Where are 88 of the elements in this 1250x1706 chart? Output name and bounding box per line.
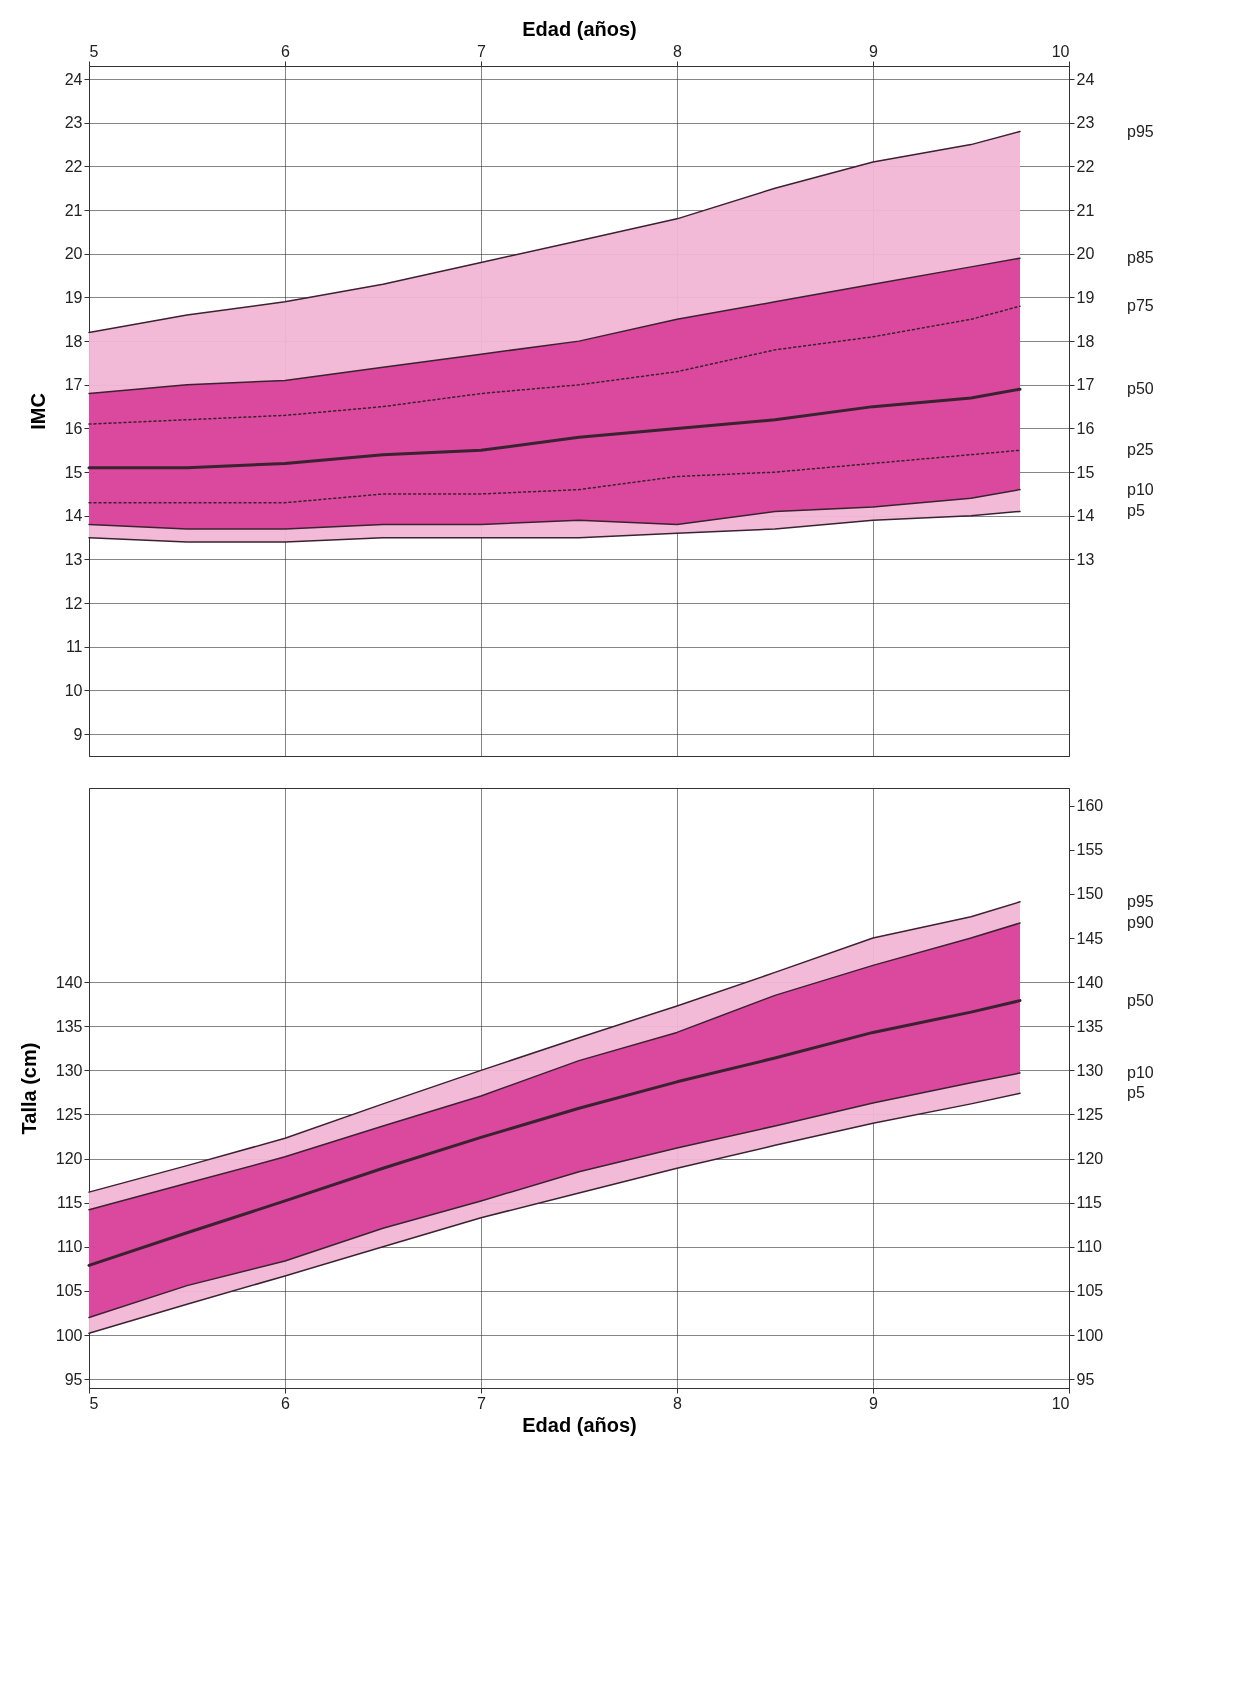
text: p10 bbox=[1127, 480, 1154, 498]
line-series bbox=[87, 387, 1022, 470]
text: p5 bbox=[1127, 502, 1145, 520]
y2-tick-label: 20 bbox=[1076, 245, 1095, 263]
y-tick-label: 12 bbox=[64, 594, 83, 612]
text: p10 bbox=[1127, 1064, 1154, 1081]
y-tick-label: 24 bbox=[64, 70, 83, 88]
y2-tick-label: 16 bbox=[1076, 419, 1095, 437]
y-axis-title: Talla (cm) bbox=[17, 1042, 40, 1135]
x-tick-label: 6 bbox=[281, 1394, 291, 1412]
text: p95 bbox=[1127, 892, 1154, 910]
y2-tick-label: 14 bbox=[1076, 507, 1095, 525]
y2-tick-label: 17 bbox=[1076, 376, 1095, 394]
x-tick-label: 10 bbox=[1051, 1394, 1070, 1412]
y2-tick-label: 95 bbox=[1076, 1370, 1095, 1388]
y-tick-label: 100 bbox=[55, 1326, 83, 1344]
y-tick-label: 9 bbox=[73, 725, 83, 743]
line-series bbox=[88, 510, 1021, 543]
x2-tick-label: 7 bbox=[477, 42, 487, 60]
y-tick-label: 95 bbox=[64, 1370, 83, 1388]
y2-tick-label: 160 bbox=[1076, 797, 1104, 815]
y2-tick-label: 13 bbox=[1076, 550, 1095, 568]
line-series bbox=[88, 257, 1021, 395]
line-series bbox=[87, 999, 1022, 1267]
x2-tick-label: 8 bbox=[673, 42, 683, 60]
line-series bbox=[88, 449, 1021, 504]
y-tick-label: 20 bbox=[64, 245, 83, 263]
text: p75 bbox=[1127, 297, 1154, 315]
x-tick-label: 7 bbox=[477, 1394, 487, 1412]
y-tick-label: 130 bbox=[55, 1061, 83, 1079]
text: p95 bbox=[1127, 122, 1154, 140]
y-tick-label: 13 bbox=[64, 550, 83, 568]
text: p90 bbox=[1127, 914, 1154, 931]
line-series bbox=[88, 130, 1021, 334]
y-tick-label: 17 bbox=[64, 376, 83, 394]
y-tick-label: 19 bbox=[64, 288, 83, 306]
x-tick-label: 9 bbox=[869, 1394, 879, 1412]
y-tick-label: 23 bbox=[64, 114, 83, 132]
y-axis-title: IMC bbox=[26, 393, 49, 430]
y-tick-label: 105 bbox=[55, 1282, 83, 1300]
y2-tick-label: 23 bbox=[1076, 114, 1095, 132]
y-tick-label: 18 bbox=[64, 332, 83, 350]
y2-tick-label: 155 bbox=[1076, 841, 1104, 859]
text: p25 bbox=[1127, 441, 1154, 459]
y-tick-label: 115 bbox=[56, 1194, 83, 1212]
x-tick-label: 5 bbox=[89, 1394, 99, 1412]
y-tick-label: 16 bbox=[64, 419, 83, 437]
y-tick-label: 21 bbox=[64, 201, 83, 219]
x2-tick-label: 9 bbox=[869, 42, 879, 60]
y2-tick-label: 100 bbox=[1076, 1326, 1104, 1344]
y2-tick-label: 140 bbox=[1076, 973, 1104, 991]
text: p50 bbox=[1127, 991, 1154, 1009]
y2-tick-label: 105 bbox=[1076, 1282, 1104, 1300]
y-tick-label: 15 bbox=[64, 463, 83, 481]
y-tick-label: 10 bbox=[64, 681, 83, 699]
x2-tick-label: 10 bbox=[1051, 42, 1070, 60]
y2-tick-label: 115 bbox=[1076, 1194, 1103, 1212]
y2-tick-label: 21 bbox=[1076, 201, 1095, 219]
y-tick-label: 140 bbox=[55, 973, 83, 991]
y2-tick-label: 24 bbox=[1076, 70, 1095, 88]
y2-tick-label: 130 bbox=[1076, 1061, 1104, 1079]
text: p85 bbox=[1127, 249, 1154, 267]
text: p50 bbox=[1127, 380, 1154, 398]
y-tick-label: 22 bbox=[64, 157, 83, 175]
x2-tick-label: 5 bbox=[89, 42, 99, 60]
y2-tick-label: 18 bbox=[1076, 332, 1095, 350]
y-tick-label: 125 bbox=[55, 1105, 83, 1123]
y-tick-label: 120 bbox=[55, 1150, 83, 1168]
y-tick-label: 14 bbox=[64, 507, 83, 525]
y-tick-label: 110 bbox=[56, 1238, 83, 1256]
x2-axis-title: Edad (años) bbox=[522, 17, 637, 40]
y2-tick-label: 125 bbox=[1076, 1105, 1104, 1123]
y2-tick-label: 110 bbox=[1076, 1238, 1103, 1256]
line-series bbox=[88, 305, 1021, 425]
x-axis-title: Edad (años) bbox=[522, 1413, 637, 1436]
line-series bbox=[88, 488, 1021, 530]
x-tick-label: 8 bbox=[673, 1394, 683, 1412]
y2-tick-label: 120 bbox=[1076, 1150, 1104, 1168]
y2-tick-label: 150 bbox=[1076, 885, 1104, 903]
y2-tick-label: 135 bbox=[1076, 1017, 1104, 1035]
y-tick-label: 135 bbox=[55, 1017, 83, 1035]
x2-tick-label: 6 bbox=[281, 42, 291, 60]
y2-tick-label: 15 bbox=[1076, 463, 1095, 481]
text: p5 bbox=[1127, 1084, 1145, 1102]
y2-tick-label: 22 bbox=[1076, 157, 1095, 175]
y-tick-label: 11 bbox=[65, 638, 83, 656]
y2-tick-label: 145 bbox=[1076, 929, 1104, 947]
y2-tick-label: 19 bbox=[1076, 288, 1095, 306]
